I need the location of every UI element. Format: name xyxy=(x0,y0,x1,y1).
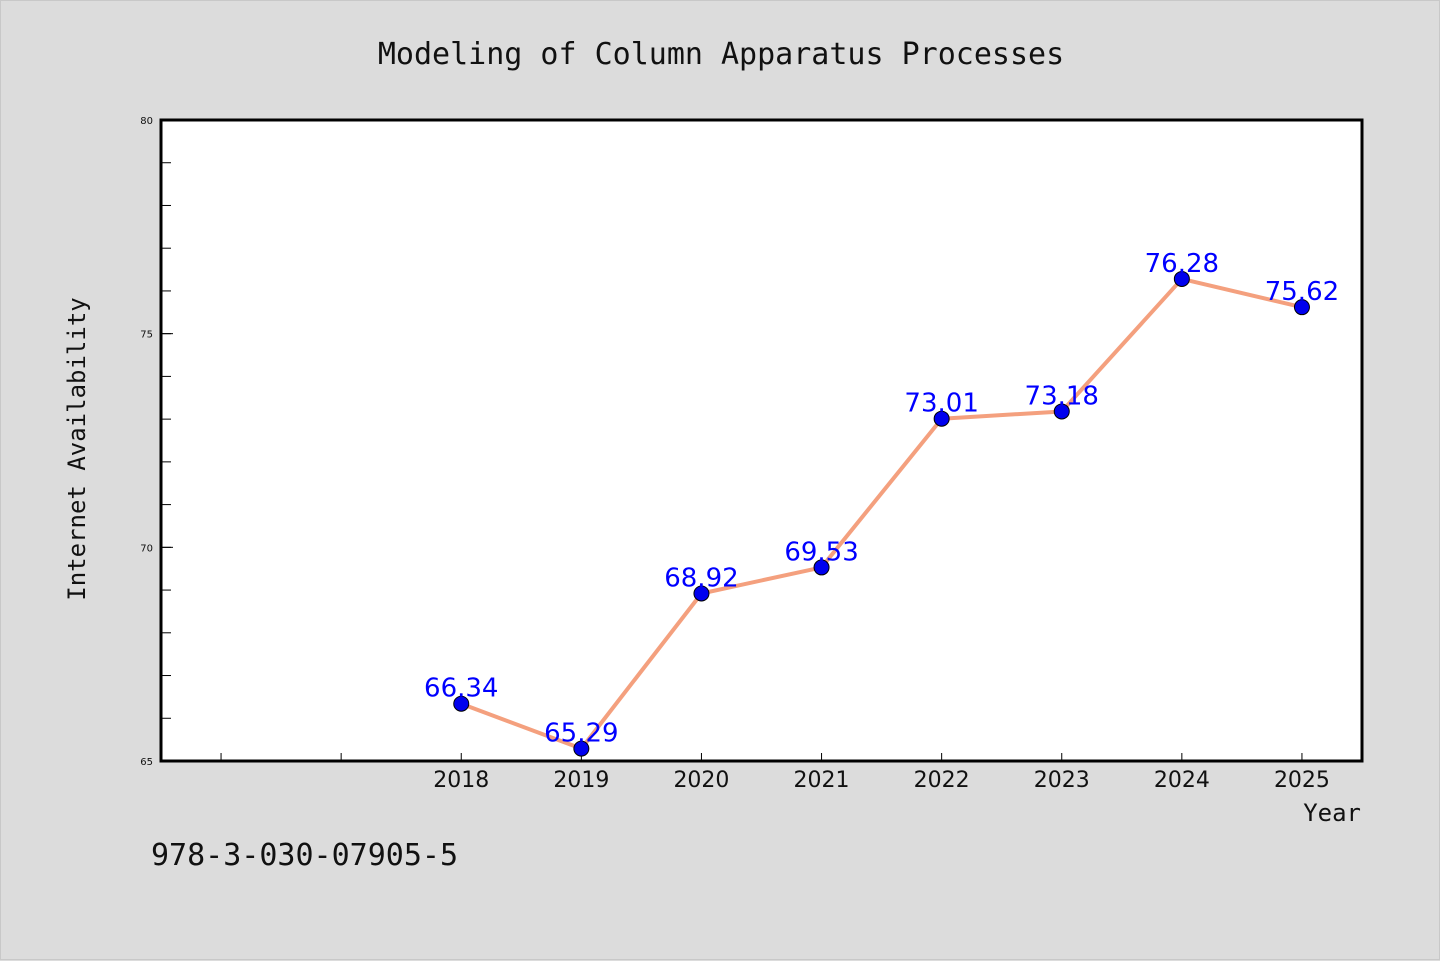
y-tick-label: 80 xyxy=(140,116,153,127)
data-label: 66.34 xyxy=(424,674,498,704)
y-tick-label: 75 xyxy=(140,330,153,341)
y-tick-label: 70 xyxy=(140,543,153,554)
x-axis-label: Year xyxy=(1303,799,1361,827)
y-axis-label: Internet Availability xyxy=(63,297,91,600)
x-tick-label: 2024 xyxy=(1154,768,1210,793)
series-line xyxy=(459,276,1304,751)
x-tick-label: 2021 xyxy=(794,768,850,793)
data-label: 69.53 xyxy=(784,537,858,567)
data-point-marker xyxy=(573,740,590,757)
x-tick-label: 2018 xyxy=(433,768,489,793)
data-label: 65.29 xyxy=(544,719,618,749)
data-label: 73.18 xyxy=(1025,381,1099,411)
data-label: 73.01 xyxy=(904,389,978,419)
data-point-marker xyxy=(933,410,950,427)
y-tick-label: 65 xyxy=(140,757,153,768)
series-line-group xyxy=(459,276,1304,751)
data-label: 76.28 xyxy=(1145,249,1219,279)
chart-title: Modeling of Column Apparatus Processes xyxy=(378,37,1064,72)
plot-area xyxy=(159,118,1364,763)
y-axis: 65 70 75 80 xyxy=(140,116,173,768)
data-point-marker xyxy=(1173,270,1190,287)
data-label: 68.92 xyxy=(664,563,738,593)
data-label-group: 66.34 65.29 68.92 69.53 73.01 73.18 76.28 75.62 xyxy=(424,249,1339,749)
x-tick-label: 2023 xyxy=(1034,768,1090,793)
x-tick-label: 2025 xyxy=(1274,768,1330,793)
data-point-marker xyxy=(453,695,470,712)
data-point-marker xyxy=(1293,299,1310,316)
x-tick-label: 2019 xyxy=(553,768,609,793)
data-point-marker xyxy=(1053,403,1070,420)
data-point-marker xyxy=(813,559,830,576)
isbn-footer: 978-3-030-07905-5 xyxy=(151,838,458,873)
data-label: 75.62 xyxy=(1265,277,1339,307)
x-tick-label: 2020 xyxy=(673,768,729,793)
data-point-marker xyxy=(693,585,710,602)
x-axis: 2018 2019 2020 2021 2022 2023 2024 2025 xyxy=(220,753,1330,793)
x-tick-label: 2022 xyxy=(914,768,970,793)
marker-group xyxy=(453,270,1310,757)
